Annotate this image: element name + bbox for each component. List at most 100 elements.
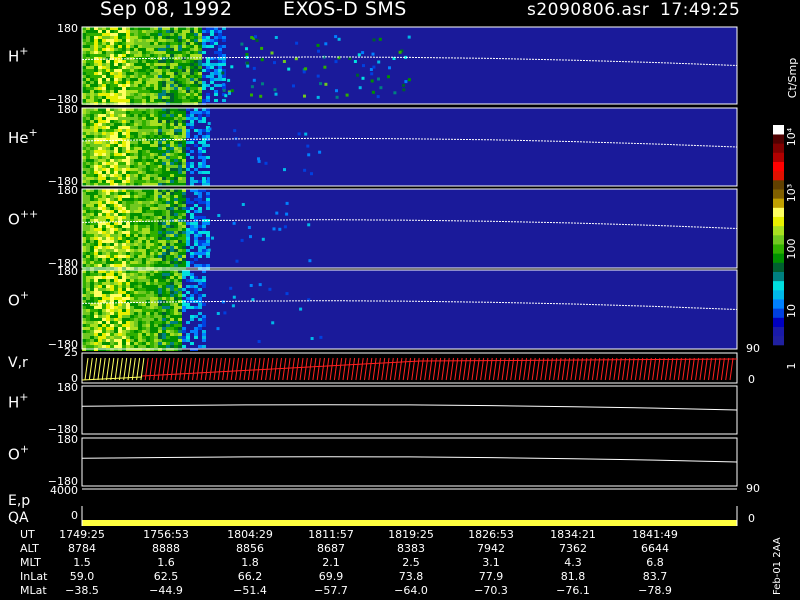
pixel xyxy=(166,138,170,141)
pixel xyxy=(162,330,166,333)
pixel xyxy=(154,252,158,255)
pixel xyxy=(178,306,182,309)
pixel xyxy=(130,174,134,177)
pixel xyxy=(138,90,142,93)
pixel xyxy=(82,144,86,147)
pixel xyxy=(126,66,130,69)
pixel xyxy=(150,336,154,339)
colorbar-segment xyxy=(773,290,784,300)
pixel xyxy=(126,216,130,219)
pixel xyxy=(126,111,130,114)
pixel xyxy=(170,213,174,216)
pixel xyxy=(186,297,190,300)
pixel xyxy=(94,36,98,39)
pixel xyxy=(94,153,98,156)
pixel xyxy=(142,180,146,183)
pixel xyxy=(170,180,174,183)
speckle xyxy=(324,42,328,46)
pixel xyxy=(86,210,90,213)
orbit-table: UT 1749:25 1756:53 1804:29 1811:57 1819:25 182… xyxy=(0,528,770,600)
pixel xyxy=(94,330,98,333)
pixel xyxy=(86,198,90,201)
pixel xyxy=(146,306,150,309)
pixel xyxy=(146,330,150,333)
pixel xyxy=(126,96,130,99)
speckle xyxy=(249,284,253,287)
pixel xyxy=(166,237,170,240)
pixel xyxy=(214,36,218,39)
pixel xyxy=(126,261,130,264)
pixel xyxy=(138,201,142,204)
pixel xyxy=(182,168,186,171)
pixel xyxy=(118,333,122,336)
pixel xyxy=(90,216,94,219)
pixel xyxy=(106,144,110,147)
pixel xyxy=(134,225,138,228)
orbit-value: 8784 xyxy=(68,542,96,555)
pixel xyxy=(210,63,214,66)
vr-tick xyxy=(394,357,399,381)
colorbar-segment xyxy=(773,335,784,346)
pixel xyxy=(150,309,154,312)
pixel xyxy=(198,84,202,87)
pixel xyxy=(86,249,90,252)
pixel xyxy=(102,39,106,42)
pixel xyxy=(86,168,90,171)
pixel xyxy=(94,291,98,294)
pixel xyxy=(222,99,226,102)
pixel xyxy=(158,135,162,138)
pixel xyxy=(150,330,154,333)
pixel xyxy=(170,273,174,276)
pixel xyxy=(206,198,210,201)
pixel xyxy=(126,120,130,123)
pixel xyxy=(150,321,154,324)
vr-tick xyxy=(170,357,175,381)
pixel xyxy=(158,336,162,339)
pixel xyxy=(146,27,150,30)
pixel xyxy=(122,75,126,78)
pixel xyxy=(114,30,118,33)
speckle xyxy=(371,90,375,94)
pixel xyxy=(90,153,94,156)
pixel xyxy=(118,144,122,147)
pixel xyxy=(82,270,86,273)
pixel xyxy=(142,99,146,102)
pixel xyxy=(134,132,138,135)
colorbar-segment xyxy=(773,326,784,337)
pixel xyxy=(98,303,102,306)
pixel xyxy=(86,195,90,198)
pixel xyxy=(186,123,190,126)
pixel xyxy=(150,216,154,219)
pixel xyxy=(182,36,186,39)
pixel xyxy=(122,66,126,69)
pixel xyxy=(166,249,170,252)
pixel xyxy=(206,111,210,114)
pixel xyxy=(210,81,214,84)
pixel xyxy=(142,300,146,303)
speckle xyxy=(302,70,306,74)
pixel xyxy=(170,39,174,42)
pixel xyxy=(82,321,86,324)
pixel xyxy=(118,219,122,222)
pixel xyxy=(210,72,214,75)
pixel xyxy=(166,192,170,195)
pixel xyxy=(106,120,110,123)
pixel xyxy=(102,327,106,330)
vr-tick xyxy=(166,357,171,381)
pixel xyxy=(150,135,154,138)
pixel xyxy=(122,174,126,177)
pixel xyxy=(102,234,106,237)
pixel xyxy=(90,147,94,150)
label-He+: He+ xyxy=(8,126,38,147)
pixel xyxy=(166,327,170,330)
pixel xyxy=(150,120,154,123)
pixel xyxy=(182,177,186,180)
pixel xyxy=(122,129,126,132)
pixel xyxy=(106,90,110,93)
pixel xyxy=(94,288,98,291)
pixel xyxy=(142,87,146,90)
pixel xyxy=(146,288,150,291)
pixel xyxy=(130,78,134,81)
pixel xyxy=(82,171,86,174)
speckle xyxy=(264,161,268,165)
